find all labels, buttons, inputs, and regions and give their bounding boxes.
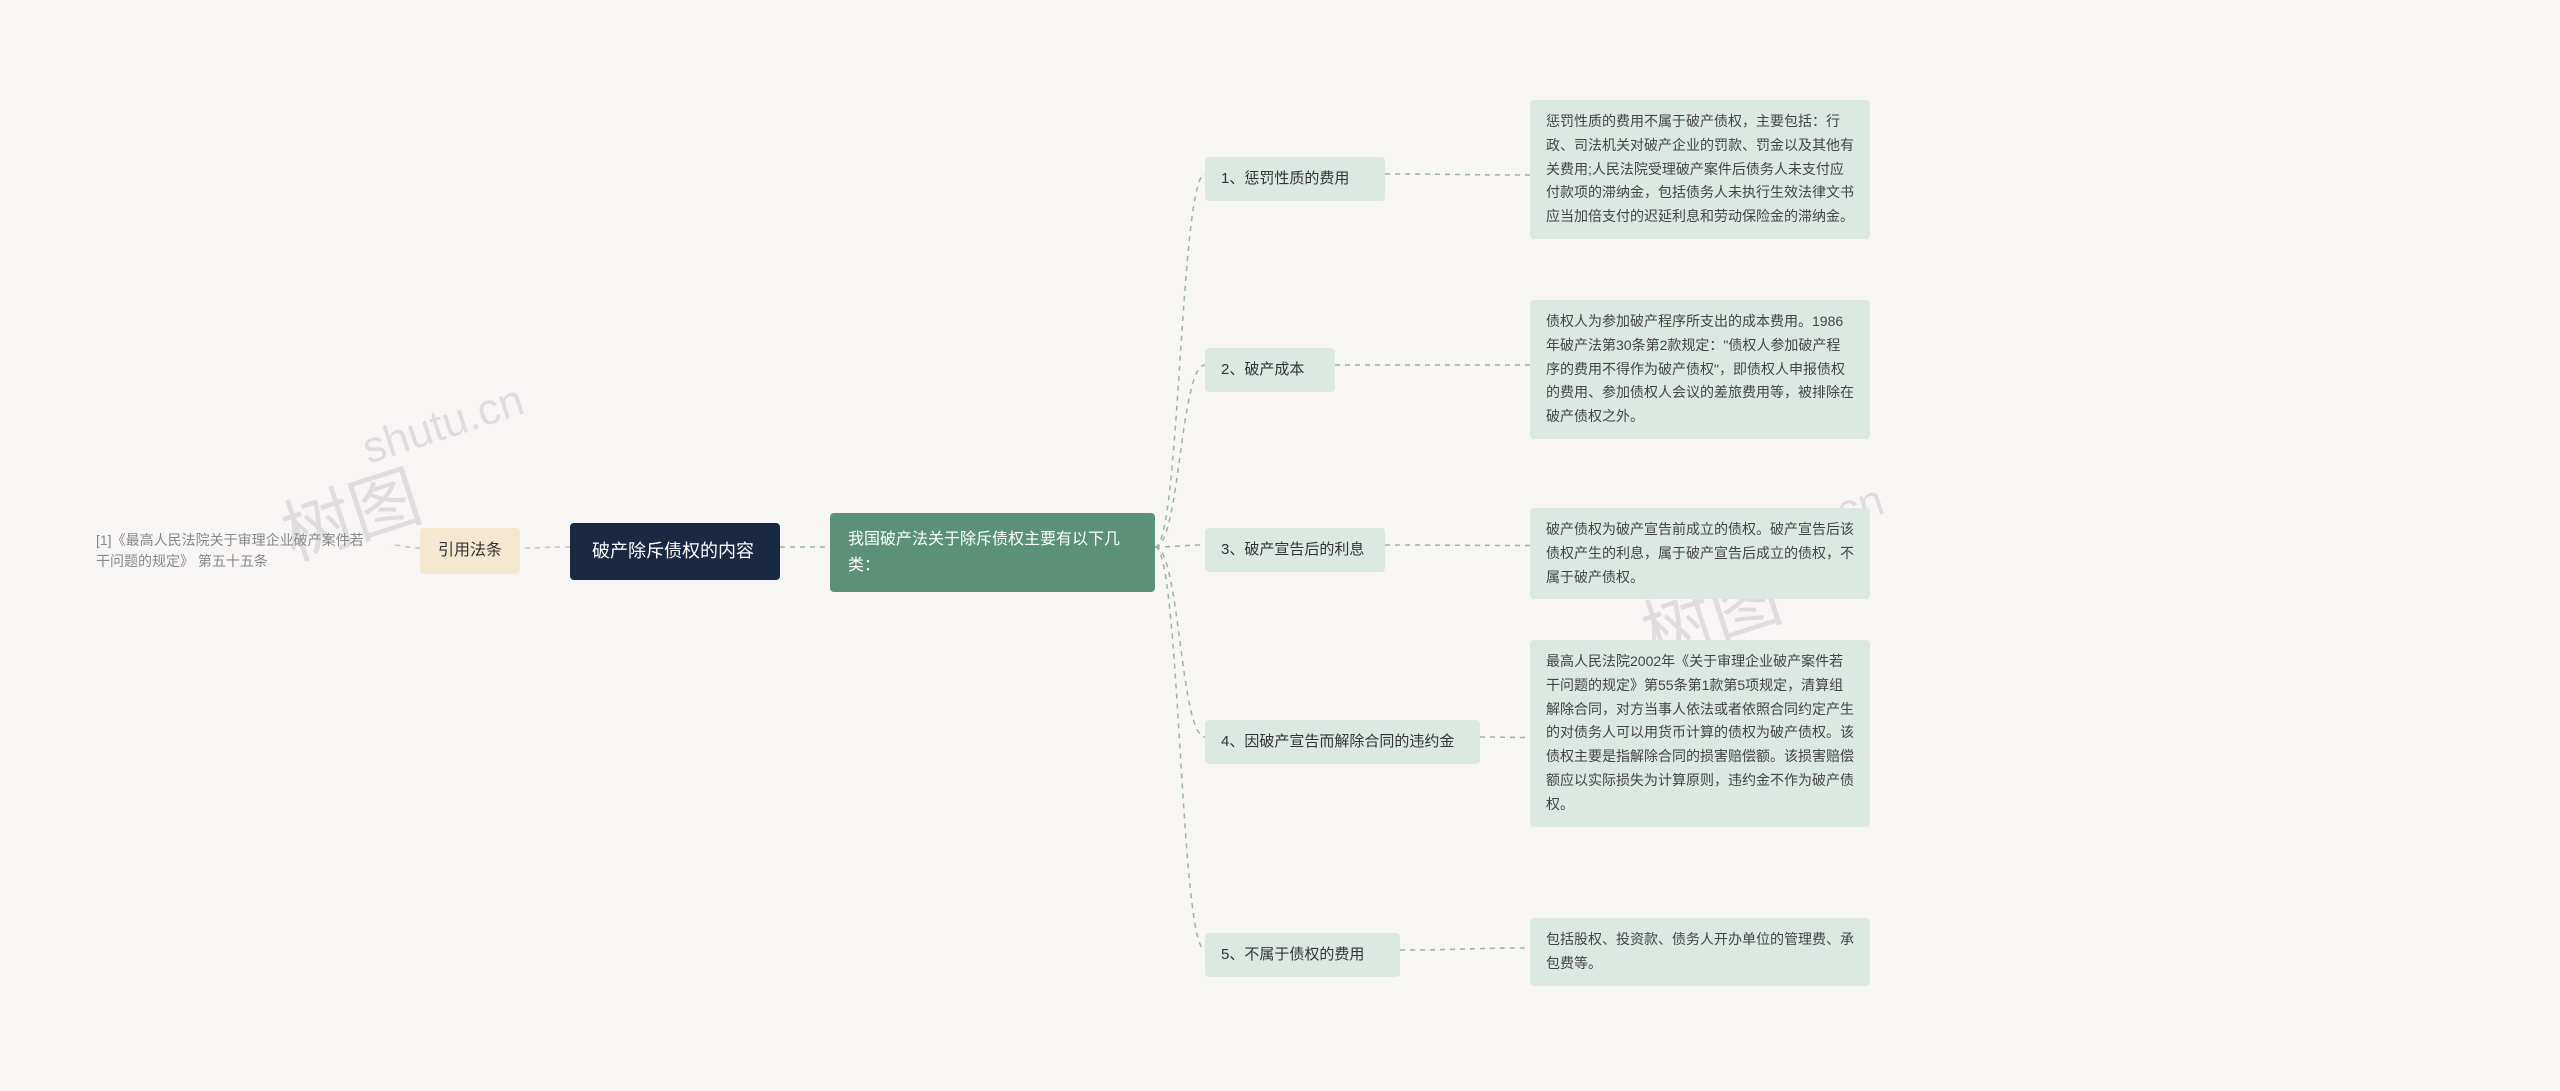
leaf-node: 惩罚性质的费用不属于破产债权，主要包括：行政、司法机关对破产企业的罚款、罚金以及… — [1530, 100, 1870, 239]
watermark-url-1: shutu.cn — [356, 376, 530, 475]
citation-label-node: 引用法条 — [420, 528, 520, 574]
root-node: 破产除斥债权的内容 — [570, 523, 780, 580]
branch-node: 1、惩罚性质的费用 — [1205, 157, 1385, 201]
branch-node: 4、因破产宣告而解除合同的违约金 — [1205, 720, 1480, 764]
leaf-node: 破产债权为破产宣告前成立的债权。破产宣告后该债权产生的利息，属于破产宣告后成立的… — [1530, 508, 1870, 599]
branch-node: 5、不属于债权的费用 — [1205, 933, 1400, 977]
leaf-node: 最高人民法院2002年《关于审理企业破产案件若干问题的规定》第55条第1款第5项… — [1530, 640, 1870, 827]
branch-node: 3、破产宣告后的利息 — [1205, 528, 1385, 572]
citation-reference-text: [1]《最高人民法院关于审理企业破产案件若干问题的规定》 第五十五条 — [80, 520, 390, 582]
main-branch-node: 我国破产法关于除斥债权主要有以下几类： — [830, 513, 1155, 592]
leaf-node: 包括股权、投资款、债务人开办单位的管理费、承包费等。 — [1530, 918, 1870, 986]
branch-node: 2、破产成本 — [1205, 348, 1335, 392]
leaf-node: 债权人为参加破产程序所支出的成本费用。1986年破产法第30条第2款规定："债权… — [1530, 300, 1870, 439]
